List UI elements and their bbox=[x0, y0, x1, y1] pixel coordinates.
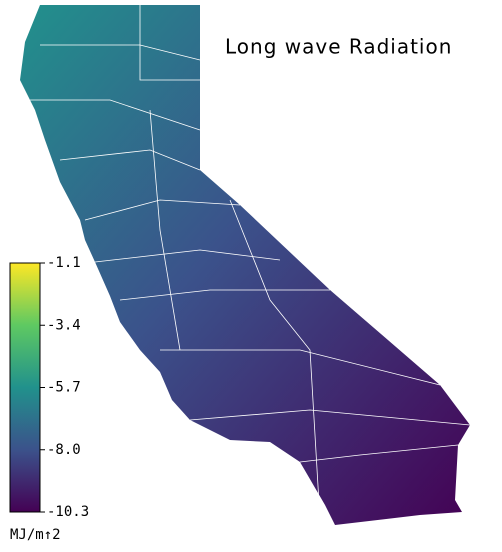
tick-label: -10.3 bbox=[47, 504, 89, 520]
tick-label: -1.1 bbox=[47, 255, 81, 271]
colorbar-label: MJ/m↑2 bbox=[10, 527, 61, 543]
county-lines bbox=[30, 5, 471, 521]
colorbar bbox=[9, 262, 41, 513]
tick-label: -5.7 bbox=[47, 380, 81, 396]
state-shape bbox=[20, 5, 470, 525]
tick-label: -8.0 bbox=[47, 442, 81, 458]
map-title: Long wave Radiation bbox=[225, 35, 452, 59]
tick-label: -3.4 bbox=[47, 317, 81, 333]
